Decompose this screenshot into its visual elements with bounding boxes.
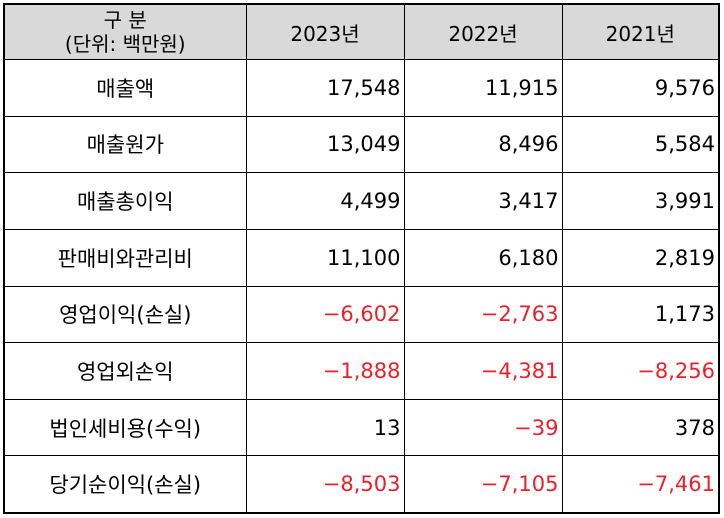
header-category-label: 구 분 bbox=[103, 8, 147, 32]
cell-value: 11,915 bbox=[403, 59, 563, 117]
cell-value: 9,576 bbox=[561, 59, 718, 117]
cell-value: 3,991 bbox=[561, 172, 718, 230]
cell-value: −7,105 bbox=[403, 455, 563, 512]
cell-value: −39 bbox=[403, 398, 563, 457]
cell-value: 8,496 bbox=[403, 115, 563, 174]
cell-value: 13,049 bbox=[245, 115, 405, 174]
cell-value: −4,381 bbox=[403, 342, 563, 400]
table-row: 영업이익(손실) −6,602 −2,763 1,173 bbox=[5, 285, 718, 344]
row-label: 매출총이익 bbox=[5, 172, 247, 230]
table-row: 판매비와관리비 11,100 6,180 2,819 bbox=[5, 228, 718, 287]
row-label: 영업외손익 bbox=[5, 342, 247, 400]
header-category-cell: 구 분 (단위: 백만원) bbox=[5, 5, 247, 60]
cell-value: 5,584 bbox=[561, 115, 718, 174]
table-row: 당기순이익(손실) −8,503 −7,105 −7,461 bbox=[5, 455, 718, 512]
cell-value: 4,499 bbox=[245, 172, 405, 230]
cell-value: −6,602 bbox=[245, 285, 405, 344]
cell-value: −8,503 bbox=[245, 455, 405, 512]
table-row: 매출원가 13,049 8,496 5,584 bbox=[5, 115, 718, 174]
cell-value: 6,180 bbox=[403, 228, 563, 287]
cell-value: 17,548 bbox=[245, 59, 405, 117]
cell-value: 1,173 bbox=[561, 285, 718, 344]
row-label: 매출원가 bbox=[5, 115, 247, 174]
cell-value: −8,256 bbox=[561, 342, 718, 400]
cell-value: 13 bbox=[245, 398, 405, 457]
header-year-2021: 2021년 bbox=[561, 5, 718, 60]
row-label: 매출액 bbox=[5, 59, 247, 117]
table-row: 매출총이익 4,499 3,417 3,991 bbox=[5, 172, 718, 230]
cell-value: 378 bbox=[561, 398, 718, 457]
financial-summary-table: 구 분 (단위: 백만원) 2023년 2022년 2021년 매출액 17,5… bbox=[5, 5, 718, 512]
cell-value: −1,888 bbox=[245, 342, 405, 400]
row-label: 법인세비용(수익) bbox=[5, 398, 247, 457]
header-year-2022: 2022년 bbox=[403, 5, 563, 60]
header-year-2023: 2023년 bbox=[245, 5, 405, 60]
header-unit-label: (단위: 백만원) bbox=[64, 32, 186, 56]
table-row: 법인세비용(수익) 13 −39 378 bbox=[5, 398, 718, 457]
row-label: 판매비와관리비 bbox=[5, 228, 247, 287]
table-row: 영업외손익 −1,888 −4,381 −8,256 bbox=[5, 342, 718, 400]
row-label: 당기순이익(손실) bbox=[5, 455, 247, 512]
cell-value: −7,461 bbox=[561, 455, 718, 512]
financial-table-frame: 구 분 (단위: 백만원) 2023년 2022년 2021년 매출액 17,5… bbox=[3, 3, 720, 514]
cell-value: 3,417 bbox=[403, 172, 563, 230]
cell-value: −2,763 bbox=[403, 285, 563, 344]
table-row: 매출액 17,548 11,915 9,576 bbox=[5, 59, 718, 117]
row-label: 영업이익(손실) bbox=[5, 285, 247, 344]
cell-value: 2,819 bbox=[561, 228, 718, 287]
cell-value: 11,100 bbox=[245, 228, 405, 287]
table-header-row: 구 분 (단위: 백만원) 2023년 2022년 2021년 bbox=[5, 5, 718, 60]
